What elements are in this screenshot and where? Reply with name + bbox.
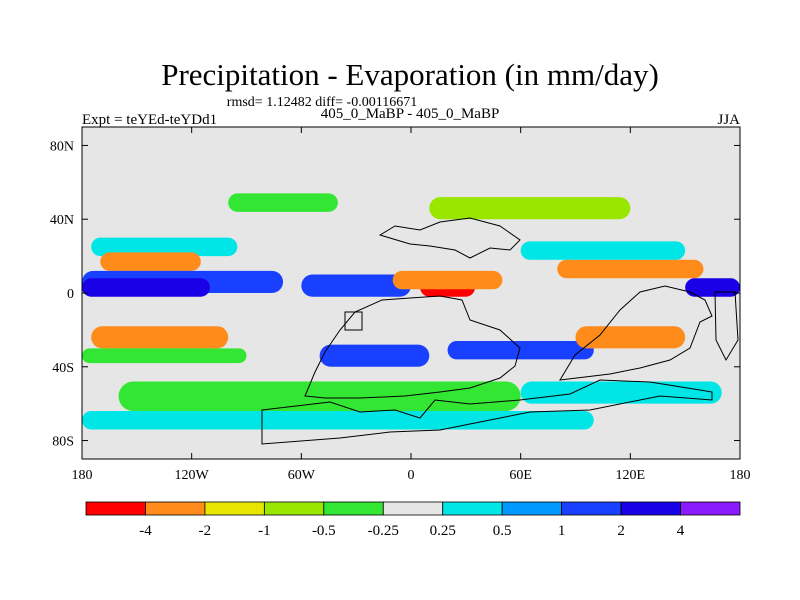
region-asia-north-band xyxy=(429,197,631,220)
chart-title: Precipitation - Evaporation (in mm/day) xyxy=(161,57,659,92)
colorbar-swatch xyxy=(680,501,741,516)
stats-text: rmsd= 1.12482 diff= -0.00116671 xyxy=(227,95,417,110)
region-south-pacific-orange xyxy=(91,326,229,349)
y-tick-label: 40N xyxy=(50,213,74,228)
season-label: JJA xyxy=(717,112,740,128)
expt-label: Expt = teYEd-teYDd1 xyxy=(82,112,217,128)
colorbar-swatch xyxy=(382,501,444,516)
colorbar-swatch xyxy=(501,501,563,516)
colorbar-swatch xyxy=(263,501,325,516)
colorbar-swatch xyxy=(561,501,622,516)
gondwana-outline xyxy=(304,295,521,399)
colorbar-label: -4 xyxy=(139,523,152,539)
map-area xyxy=(82,127,740,459)
region-south-indian-orange xyxy=(575,326,686,349)
colorbar-label: -0.5 xyxy=(312,523,336,539)
region-pacific-north-orange xyxy=(100,252,201,271)
colorbar-swatch xyxy=(204,501,265,516)
colorbar-swatch xyxy=(620,501,681,516)
region-atlantic-itcz-blue xyxy=(301,274,411,297)
x-tick-label: 180 xyxy=(730,468,751,483)
region-southern-ocean-cyan-east xyxy=(520,381,722,404)
y-tick-label: 80S xyxy=(52,435,74,450)
region-south-atlantic-blue xyxy=(319,344,430,367)
y-axis: 80N 40N 0 40S 80S xyxy=(50,139,740,450)
region-south-indian-blue xyxy=(447,340,594,360)
region-indian-orange xyxy=(557,259,704,279)
region-pacific-equator-deepblue xyxy=(82,278,210,297)
colorbar-label: 4 xyxy=(677,523,685,539)
island-outline xyxy=(344,311,363,331)
colorbar-label: -0.25 xyxy=(368,523,399,539)
colorbar-swatch xyxy=(85,501,146,516)
region-south-pacific-green xyxy=(82,348,247,364)
region-southern-ocean-cyan xyxy=(82,411,594,430)
contour-regions xyxy=(82,127,740,430)
east-island-outline xyxy=(714,291,739,362)
x-tick-label: 60W xyxy=(288,468,316,483)
colorbar: -4 -2 -1 -0.5 -0.25 0.25 0.5 1 2 4 xyxy=(85,501,741,539)
region-nh-midlat-band xyxy=(228,193,338,212)
colorbar-label: 2 xyxy=(617,523,625,539)
region-southern-ocean-green xyxy=(118,381,521,412)
y-tick-label: 40S xyxy=(52,361,74,376)
colorbar-label: 0.5 xyxy=(493,523,512,539)
antarctic-outline xyxy=(261,379,713,445)
region-africa-orange xyxy=(392,270,503,290)
x-tick-label: 60E xyxy=(509,468,532,483)
x-tick-label: 180 xyxy=(72,468,93,483)
continent-outlines xyxy=(261,217,739,445)
x-tick-label: 120W xyxy=(175,468,210,483)
y-tick-label: 0 xyxy=(67,287,74,302)
experiment-label: 405_0_MaBP - 405_0_MaBP xyxy=(321,106,500,122)
colorbar-label: 0.25 xyxy=(430,523,456,539)
east-gondwana-outline xyxy=(559,285,713,381)
laurussia-outline xyxy=(378,217,521,259)
region-indian-cyan xyxy=(520,241,686,260)
colorbar-swatch xyxy=(145,501,206,516)
region-arctic-zero xyxy=(82,127,740,183)
colorbar-swatch xyxy=(323,501,384,516)
x-tick-label: 0 xyxy=(408,468,415,483)
y-tick-label: 80N xyxy=(50,139,74,154)
region-pacific-north-cyan xyxy=(91,237,238,257)
colorbar-label: -1 xyxy=(258,523,271,539)
colorbar-label: -2 xyxy=(199,523,212,539)
x-tick-label: 120E xyxy=(616,468,646,483)
colorbar-swatch xyxy=(442,501,503,516)
x-axis: 180 120W 60W 0 60E 120E 180 xyxy=(72,127,751,483)
colorbar-label: 1 xyxy=(558,523,566,539)
